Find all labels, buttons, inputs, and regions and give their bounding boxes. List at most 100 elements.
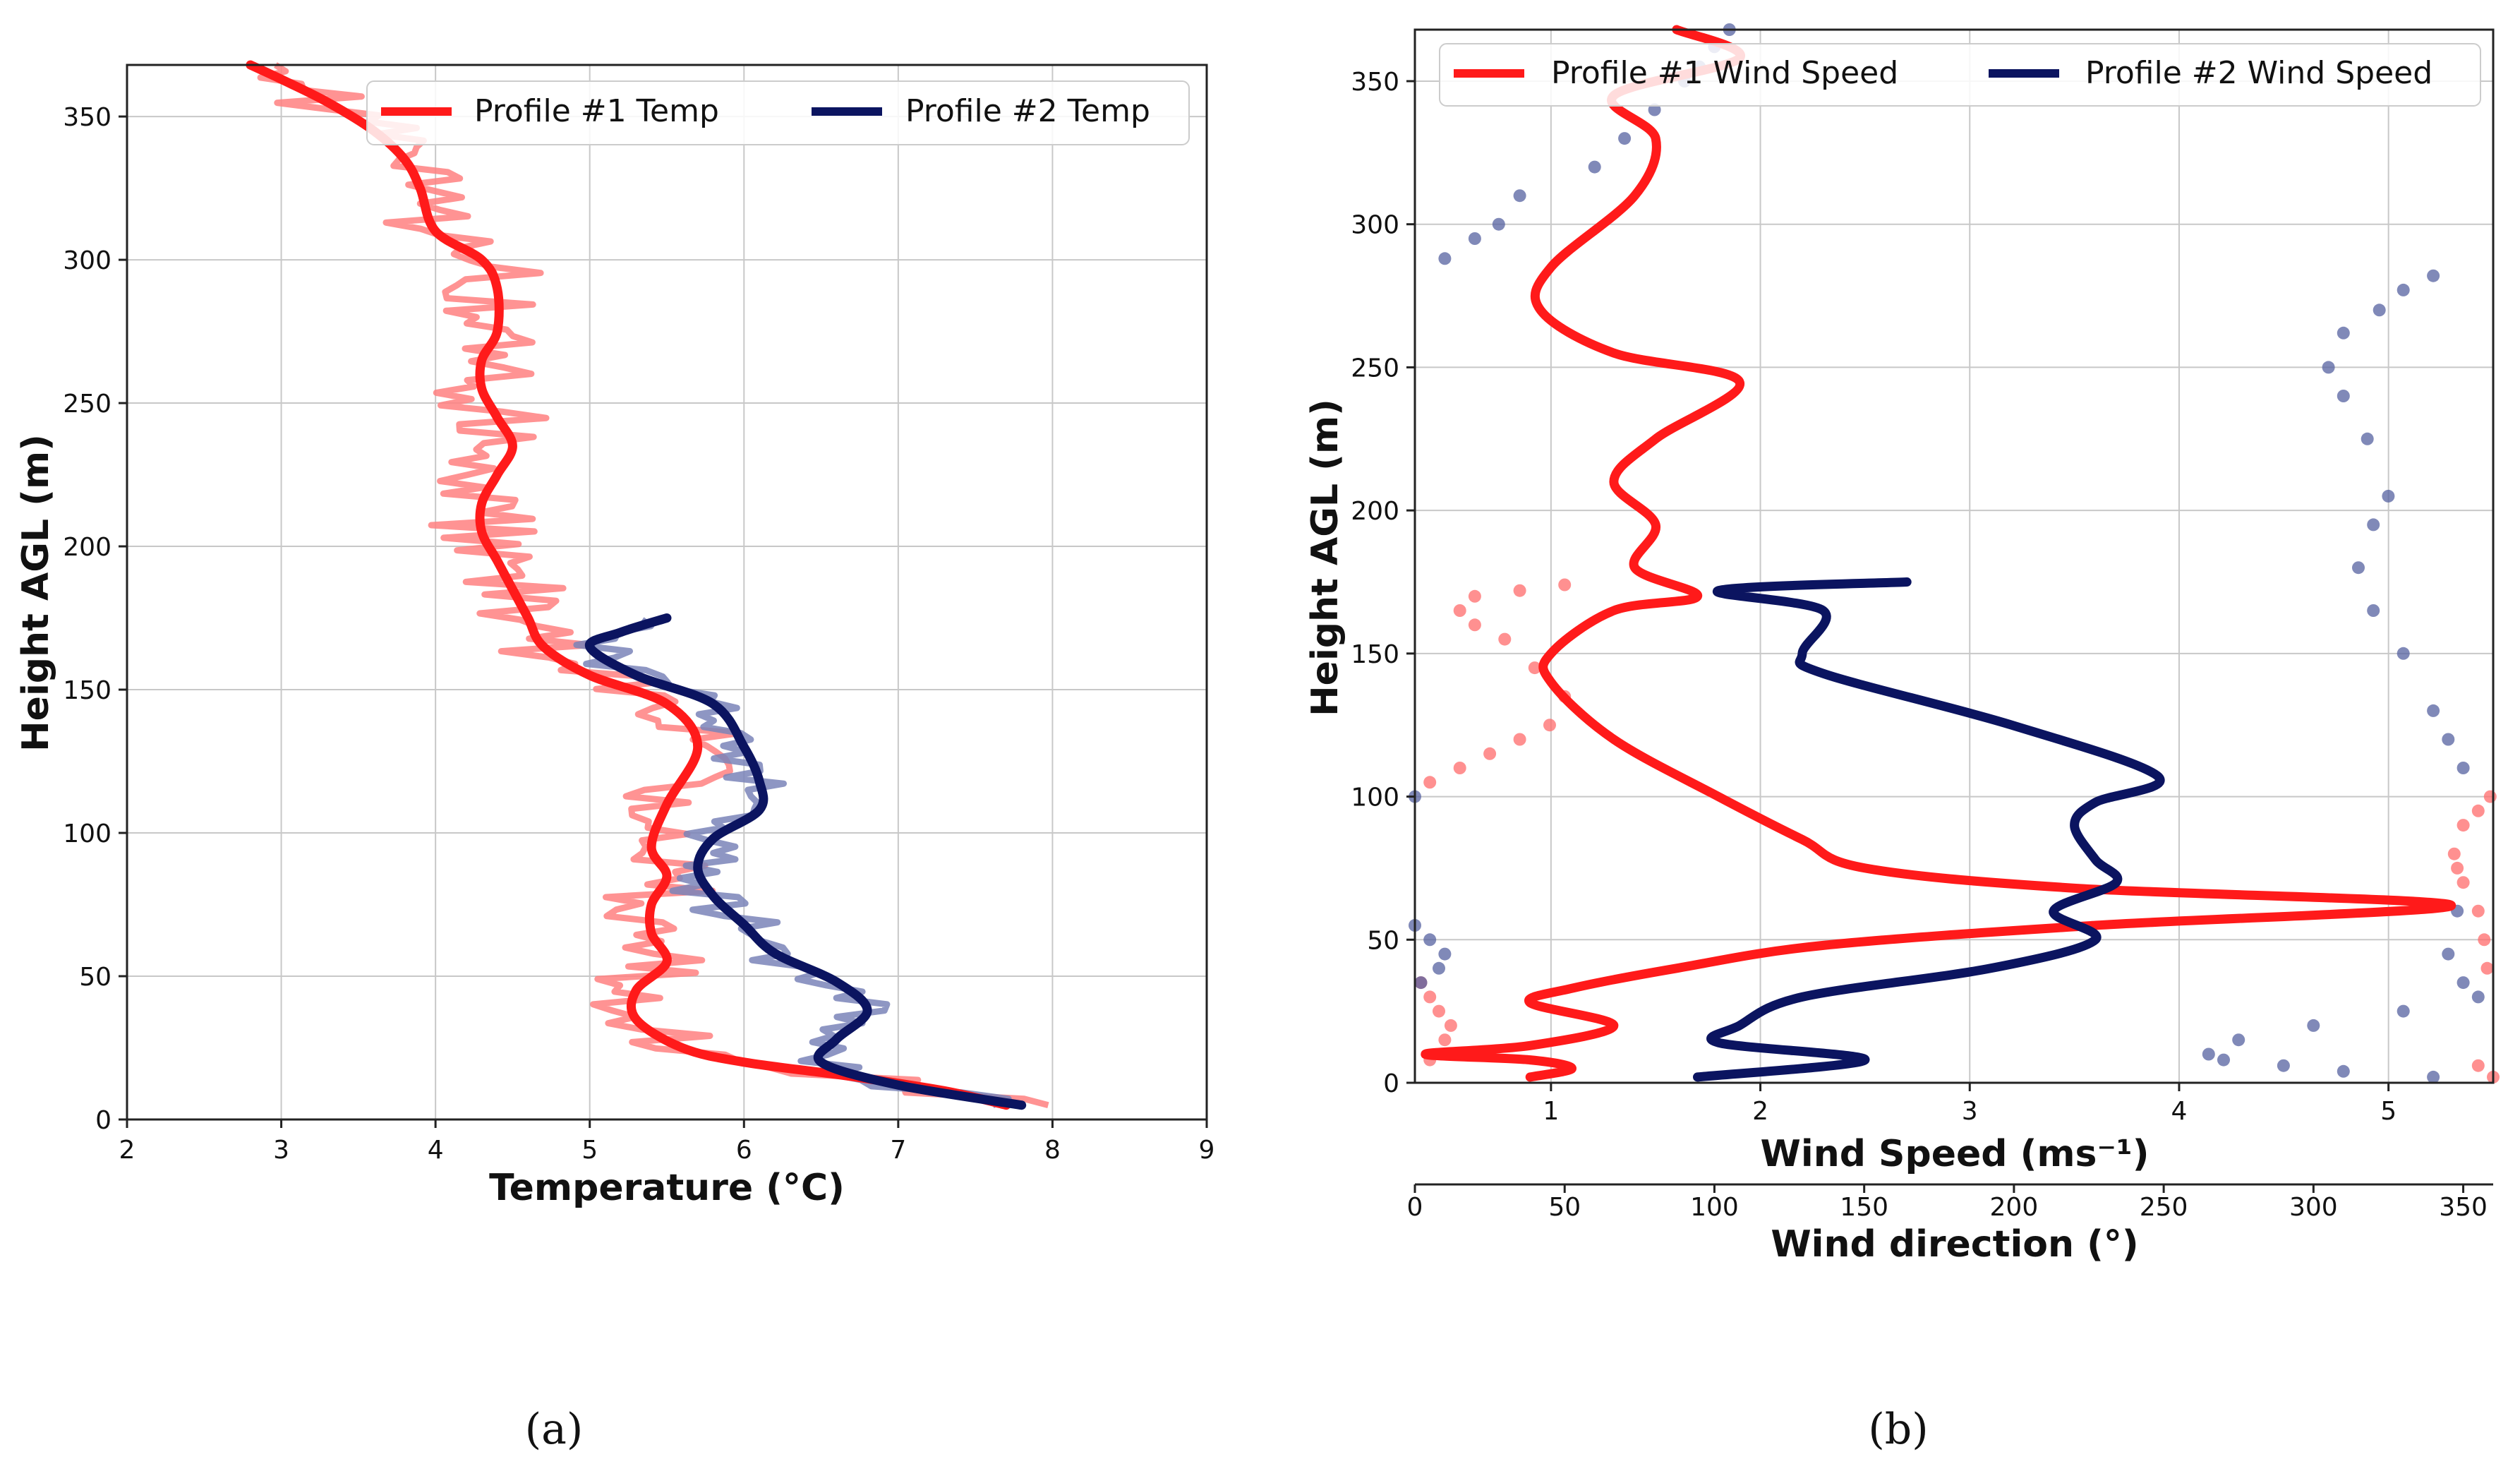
panel-a-x-ticks: 2 3 4 5 6 7 8 9 [119, 1119, 1215, 1165]
panel-a-x-tick-label: 4 [428, 1136, 444, 1165]
panel-b-direction-dot [2367, 518, 2380, 532]
panel-b-series-line-1 [1421, 25, 2456, 1082]
panel-b-secondary-x-ticks: 0 50 100 150 200 250 300 350 [1407, 1184, 2488, 1222]
panel-b-direction-dot [2471, 990, 2485, 1004]
panel-b-y-tick-label: 150 [1351, 640, 1399, 669]
panel-b-direction-dot [2232, 1033, 2245, 1047]
panel-b-direction-dot [2337, 1064, 2350, 1078]
panel-b-direction-dot [2427, 269, 2440, 282]
panel-b-y-axis-label: Height AGL (m) [1304, 399, 1346, 716]
panel-b-direction-dot [2442, 947, 2455, 961]
panel-b-direction-dot [2456, 976, 2470, 990]
panel-b-direction-dot [1468, 232, 1481, 245]
panel-b-direction-dot [2217, 1053, 2230, 1067]
panel-b-direction-dot [2352, 561, 2365, 575]
panel-b-direction-dot [2322, 361, 2335, 374]
panel-b-secondary-x-tick-label: 200 [1990, 1193, 2039, 1222]
panel-a-temperature-chart: 2 3 4 5 6 7 8 9 0 50 100 150 200 250 300 350 Temperatu… [15, 60, 1215, 1454]
panel-b-direction-dot [2480, 961, 2494, 975]
panel-b-direction-dot [2427, 1070, 2440, 1083]
panel-b-direction-dot [1423, 776, 1437, 789]
panel-b-x-axis-label: Wind Speed (ms⁻¹) [1761, 1133, 2150, 1175]
panel-b-direction-dot [2451, 861, 2464, 875]
panel-b-direction-dot [1438, 1033, 1452, 1047]
panel-b-direction-dot [2478, 933, 2491, 947]
panel-b-direction-dot [2397, 283, 2410, 296]
panel-a-x-axis-label: Temperature (°C) [489, 1167, 845, 1209]
panel-a-legend-box [366, 80, 1190, 145]
panel-b-legend-label-2: Profile #2 Wind Speed [2085, 55, 2432, 91]
panel-b-direction-dot [1492, 217, 1505, 231]
panel-b-direction-dot [2397, 647, 2410, 660]
panel-b-x-tick-label: 1 [1543, 1097, 1559, 1126]
panel-b-direction-dot [1513, 189, 1526, 203]
panel-a-y-ticks: 0 50 100 150 200 250 300 350 [63, 103, 127, 1135]
panel-a-y-tick-label: 100 [63, 819, 111, 848]
panel-a-x-tick-label: 6 [736, 1136, 752, 1165]
panel-a-legend-label-1: Profile #1 Temp [474, 93, 719, 129]
panel-b-direction-dot [1468, 618, 1481, 632]
panel-b-direction-dot [1433, 961, 1445, 975]
panel-b-direction-dot [1423, 990, 1437, 1004]
panel-b-direction-dot [1468, 589, 1481, 603]
panel-b-direction-dot [2382, 489, 2395, 503]
panel-b-grid [1415, 30, 2493, 1083]
panel-b-direction-dot [1423, 933, 1437, 947]
panel-a-series-line-2 [585, 613, 1027, 1110]
panel-b-x-ticks: 1 2 3 4 5 [1543, 1083, 2397, 1126]
panel-b-x-tick-label: 5 [2380, 1097, 2397, 1126]
panel-a-plot-frame [126, 64, 1208, 1121]
panel-a-series-lines [246, 60, 1027, 1110]
panel-a-y-tick-label: 300 [63, 246, 111, 275]
panel-b-y-tick-label: 0 [1383, 1069, 1399, 1098]
panel-b-plot-frame [1413, 28, 2495, 1084]
panel-a-y-tick-label: 0 [95, 1106, 111, 1135]
panel-b-direction-dot [2277, 1059, 2290, 1072]
panel-b-direction-dot [2337, 390, 2350, 402]
panel-b-legend-label-1: Profile #1 Wind Speed [1551, 55, 1898, 91]
panel-a-y-tick-label: 200 [63, 533, 111, 562]
panel-b-direction-dot [2337, 326, 2350, 340]
panel-b-series-line-2 [1693, 577, 2165, 1082]
panel-b-direction-dot [2442, 733, 2455, 746]
panel-a-caption: (a) [525, 1405, 584, 1454]
panel-b-secondary-x-tick-label: 250 [2140, 1193, 2188, 1222]
panel-b-direction-dot [2397, 1004, 2410, 1018]
panel-b-direction-dot [1444, 1019, 1457, 1032]
panel-b-direction-dot [1588, 160, 1601, 174]
panel-a-x-tick-label: 3 [273, 1136, 289, 1165]
panel-b-direction-dot [2427, 704, 2440, 717]
panel-b-secondary-x-axis-label: Wind direction (°) [1771, 1223, 2138, 1266]
panel-a-raw-trace-1 [257, 62, 1049, 1109]
panel-b-direction-dot [2307, 1019, 2320, 1032]
panel-b-direction-dot [1543, 719, 1556, 732]
panel-b-direction-dot [1433, 1004, 1445, 1018]
panel-b-direction-dot [2456, 819, 2470, 832]
panel-b-direction-dot [2373, 304, 2386, 317]
panel-b-secondary-x-tick-label: 300 [2289, 1193, 2338, 1222]
panel-a-x-tick-label: 9 [1199, 1136, 1215, 1165]
panel-b-direction-dot [1618, 132, 1632, 145]
panel-b-direction-dot [2471, 804, 2485, 817]
panel-a-x-tick-label: 2 [119, 1136, 135, 1165]
panel-b-y-tick-label: 50 [1367, 926, 1399, 955]
panel-b-direction-dot [1528, 661, 1541, 675]
panel-b-x-tick-label: 4 [2171, 1097, 2187, 1126]
panel-b-direction-dot [1453, 604, 1466, 617]
panel-b-y-tick-label: 250 [1351, 354, 1399, 383]
panel-a-y-tick-label: 150 [63, 676, 111, 705]
panel-b-legend[interactable]: Profile #1 Wind Speed Profile #2 Wind Sp… [1439, 43, 2481, 107]
panel-b-secondary-x-tick-label: 0 [1407, 1193, 1423, 1222]
panel-a-legend[interactable]: Profile #1 Temp Profile #2 Temp [366, 80, 1190, 145]
panel-b-secondary-x-tick-label: 50 [1548, 1193, 1581, 1222]
panel-b-y-tick-label: 300 [1351, 211, 1399, 240]
panel-b-legend-box [1439, 43, 2481, 107]
panel-b-direction-dot [2447, 847, 2461, 860]
panel-a-x-tick-label: 7 [890, 1136, 906, 1165]
panel-b-direction-dot [1558, 578, 1572, 592]
panel-b-y-tick-label: 200 [1351, 497, 1399, 526]
panel-a-y-tick-label: 50 [79, 963, 111, 992]
panel-a-y-tick-label: 350 [63, 103, 111, 132]
panel-b-y-ticks: 0 50 100 150 200 250 300 350 [1351, 68, 1415, 1098]
panel-b-x-tick-label: 2 [1752, 1097, 1768, 1126]
